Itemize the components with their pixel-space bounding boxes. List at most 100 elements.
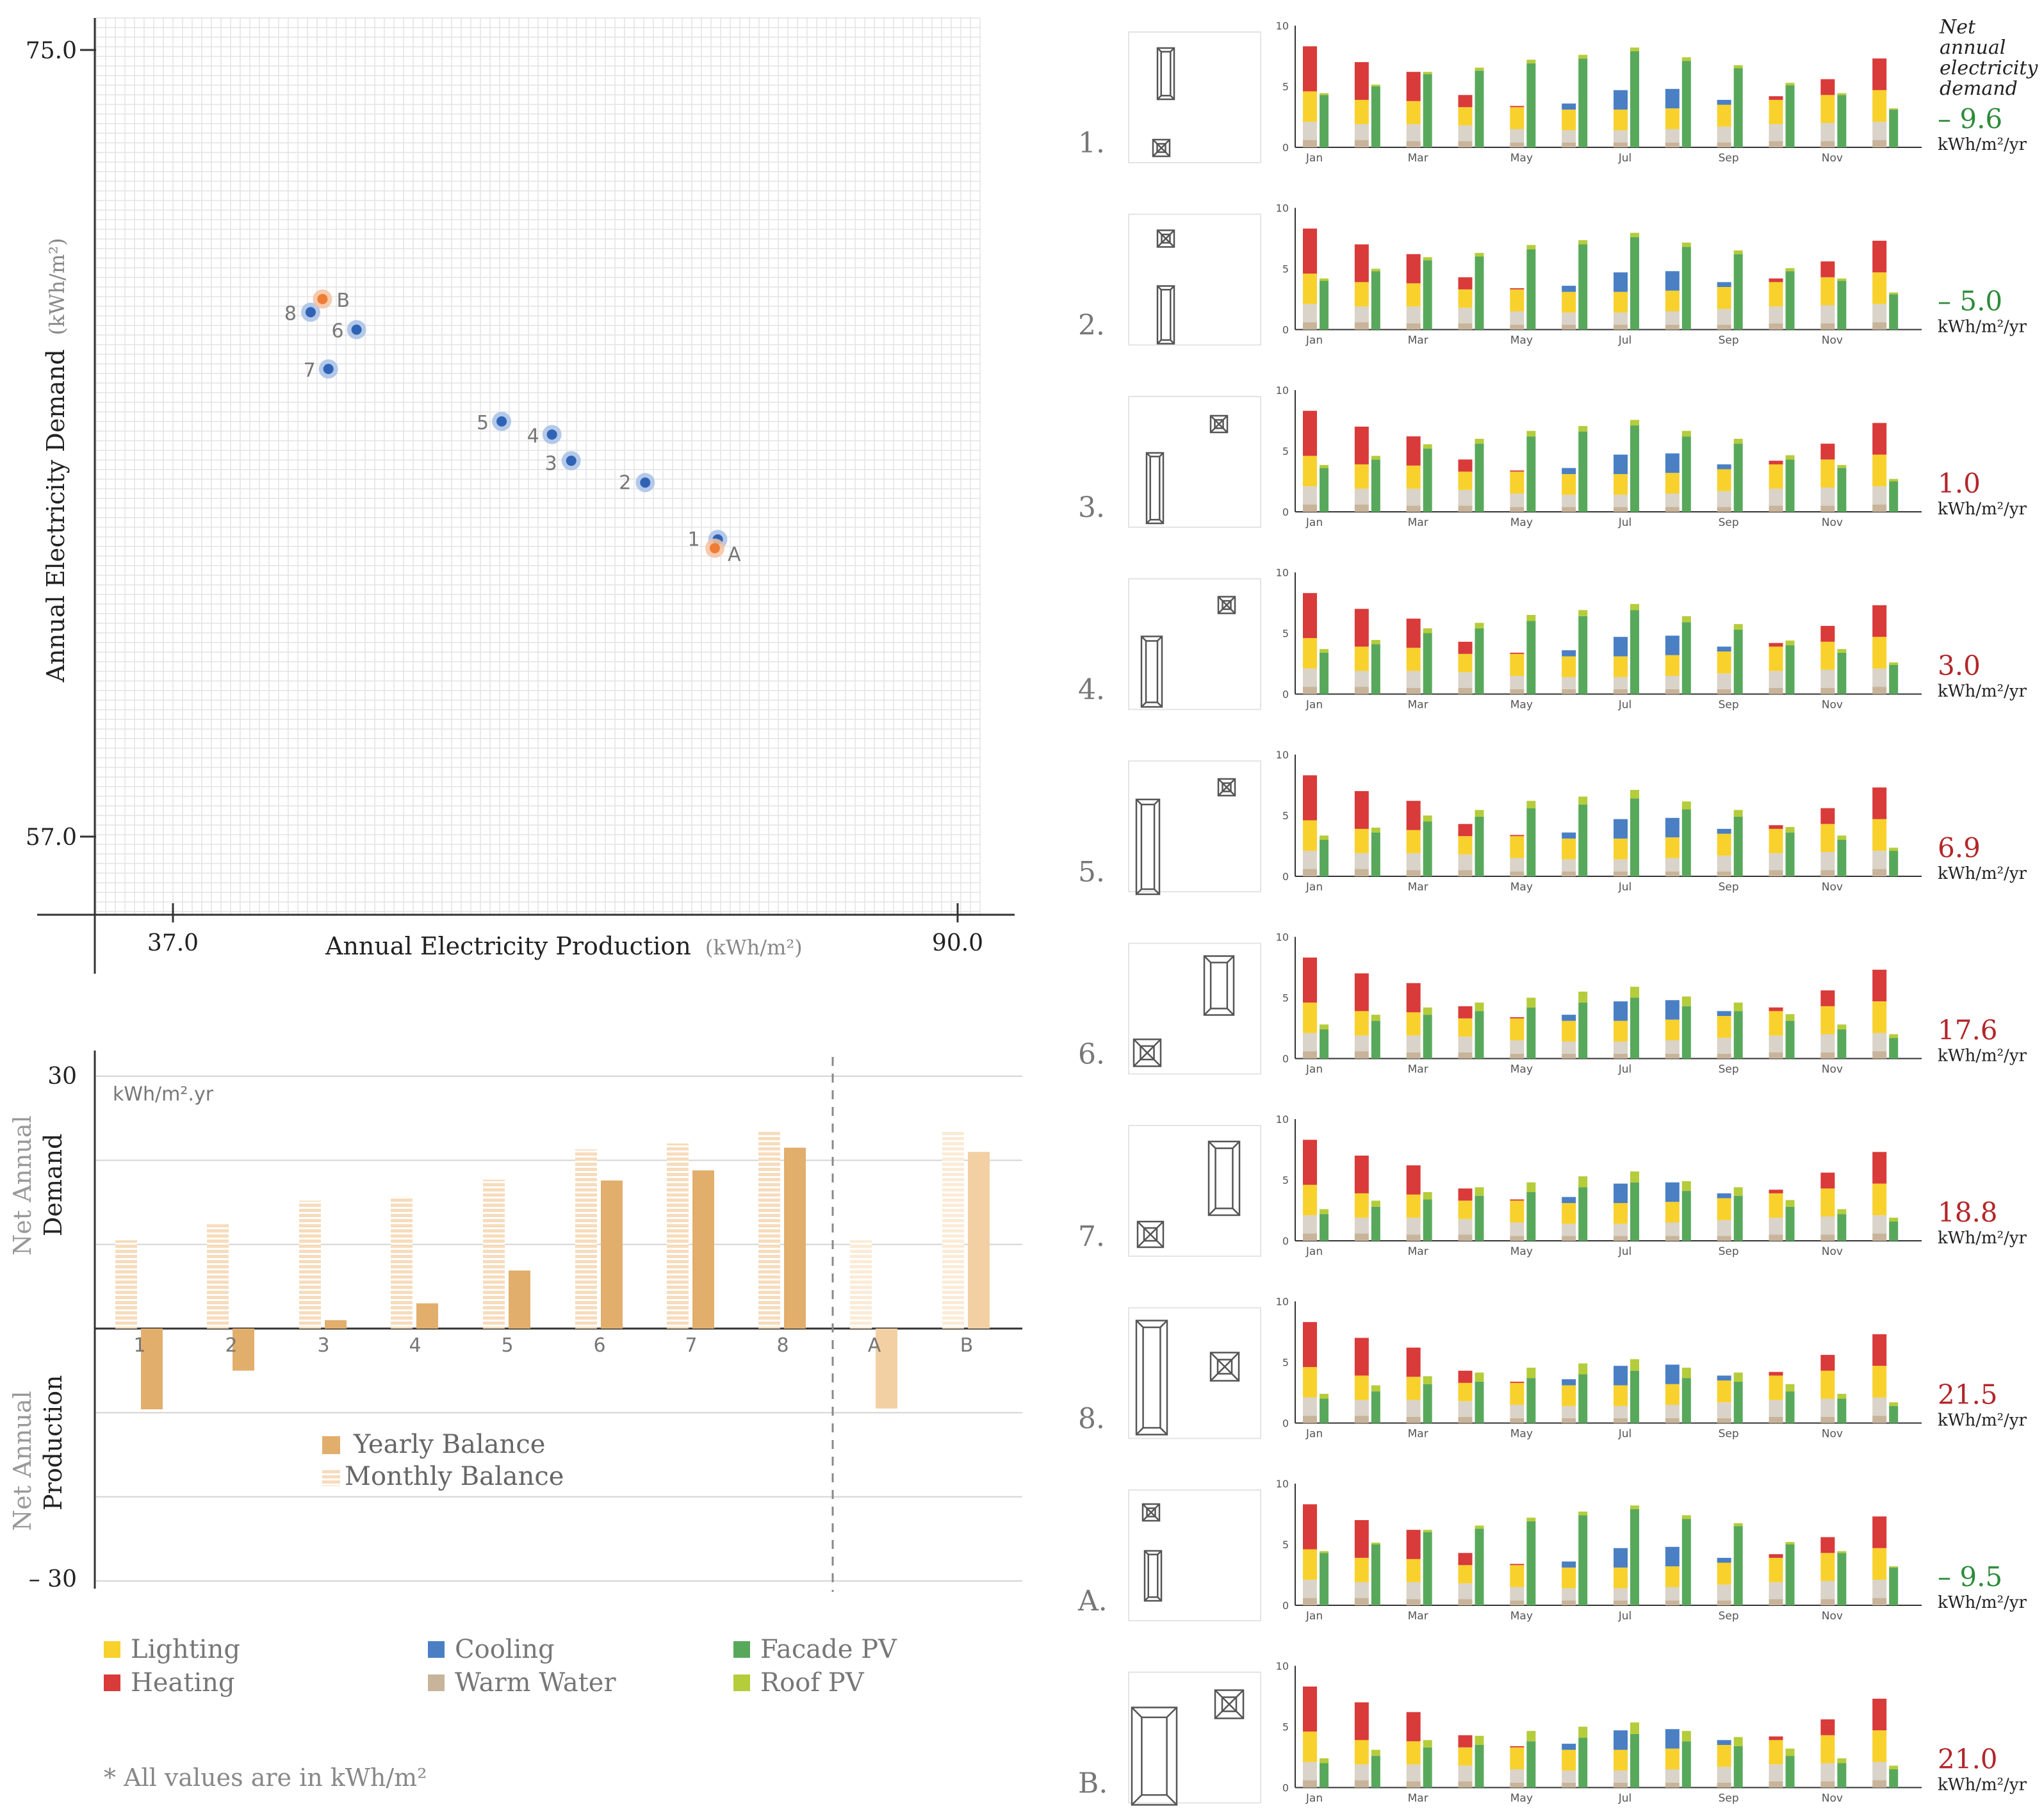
demand-segment-heating	[1769, 1554, 1783, 1558]
facade-pv-bar	[1526, 1007, 1536, 1059]
point-dot	[546, 429, 557, 440]
demand-segment-heating	[1769, 96, 1783, 100]
point-label: B	[336, 290, 350, 312]
demand-segment-lighting	[1614, 474, 1628, 495]
month-label: Sep	[1719, 1792, 1739, 1805]
roof-pv-bar	[1681, 242, 1691, 247]
facade-pv-bar	[1526, 63, 1536, 148]
demand-segment-lighting-base	[1406, 1764, 1421, 1781]
demand-segment-warm_water	[1458, 1234, 1473, 1241]
point-label: 5	[477, 412, 489, 434]
demand-segment-heating	[1820, 1719, 1835, 1735]
month-bars-Jul	[1614, 233, 1639, 330]
demand-segment-lighting-base	[1872, 304, 1887, 323]
month-bars-Jun	[1562, 426, 1588, 512]
roof-pv-bar	[1526, 615, 1536, 621]
row-y-tick: 5	[1282, 992, 1289, 1004]
demand-segment-warm_water	[1665, 142, 1680, 147]
roof-pv-bar	[1733, 1003, 1743, 1011]
demand-segment-warm_water	[1303, 869, 1317, 876]
roof-pv-bar	[1371, 1200, 1380, 1207]
facade-pv-bar	[1578, 431, 1588, 512]
demand-segment-lighting-base	[1872, 1033, 1887, 1052]
scatter-points: 1 2 34 5 67 8 A B	[284, 289, 741, 566]
roof-pv-bar	[1475, 1003, 1484, 1011]
roof-pv-bar	[1630, 603, 1639, 610]
facade-pv-bar	[1630, 997, 1639, 1059]
row-y-tick: 10	[1276, 384, 1289, 397]
demand-segment-lighting	[1303, 455, 1317, 487]
net-demand-value: 21.5	[1938, 1379, 1998, 1411]
roof-pv-bar	[1837, 1393, 1847, 1399]
roof-pv-bar	[1475, 810, 1484, 817]
demand-segment-lighting-base	[1820, 1763, 1835, 1781]
demand-segment-warm_water	[1769, 323, 1783, 330]
legend-item-cooling: Cooling	[428, 1635, 555, 1664]
roof-pv-bar	[1526, 60, 1536, 63]
month-bars-Jul	[1614, 986, 1639, 1059]
month-bars-Nov	[1820, 808, 1847, 876]
roof-pv-bar	[1681, 1731, 1691, 1742]
roof-pv-bar	[1578, 992, 1588, 1003]
demand-segment-lighting-base	[1614, 1041, 1628, 1054]
month-label: Jan	[1305, 1792, 1323, 1805]
demand-segment-lighting	[1406, 648, 1421, 671]
month-bars-Sep	[1717, 1372, 1743, 1423]
building-plan-sketch	[1131, 1689, 1245, 1806]
demand-segment-warm_water	[1665, 689, 1680, 694]
month-bars-Nov	[1820, 1719, 1847, 1788]
x-tick-label: 37.0	[147, 930, 199, 956]
facade-pv-bar	[1785, 1206, 1795, 1241]
month-bars-Jul	[1614, 603, 1639, 694]
demand-segment-heating	[1406, 1712, 1421, 1742]
demand-segment-lighting-base	[1614, 1224, 1628, 1236]
roof-pv-bar	[1733, 1187, 1743, 1196]
roof-pv-bar	[1681, 430, 1691, 437]
demand-segment-heating	[1510, 1564, 1525, 1566]
demand-segment-warm_water	[1303, 1780, 1317, 1788]
demand-segment-warm_water	[1510, 1053, 1525, 1059]
demand-segment-lighting-base	[1820, 305, 1835, 323]
facade-pv-bar	[1733, 1526, 1743, 1605]
roof-pv-bar	[1578, 1363, 1588, 1375]
month-bars-Feb	[1354, 1338, 1380, 1423]
scatter-x-axis-title: Annual Electricity Production (kWh/m²)	[325, 932, 803, 960]
demand-segment-lighting	[1717, 833, 1731, 856]
demand-segment-lighting-base	[1820, 852, 1835, 871]
month-label: Jul	[1618, 1063, 1632, 1076]
roof-pv-bar	[1423, 1007, 1432, 1015]
month-bars-Jul	[1614, 1722, 1639, 1788]
roof-pv-bar	[1837, 1758, 1847, 1764]
demand-segment-lighting	[1406, 465, 1421, 489]
roof-pv-bar	[1423, 257, 1432, 261]
demand-segment-warm_water	[1769, 688, 1783, 694]
demand-segment-lighting-base	[1872, 851, 1887, 869]
demand-segment-lighting-base	[1510, 311, 1525, 325]
scatter-point-4: 4	[527, 425, 562, 447]
demand-segment-lighting-base	[1665, 493, 1680, 507]
month-label: Sep	[1719, 699, 1739, 712]
roof-pv-bar	[1320, 1551, 1329, 1553]
month-bars-Nov	[1820, 261, 1847, 330]
demand-segment-heating	[1303, 1504, 1317, 1550]
demand-segment-cooling	[1562, 103, 1576, 110]
demand-segment-cooling	[1717, 1011, 1731, 1016]
demand-segment-warm_water	[1354, 140, 1369, 147]
demand-segment-cooling	[1614, 637, 1628, 657]
demand-segment-lighting-base	[1354, 1400, 1369, 1416]
facade-pv-bar	[1320, 281, 1329, 330]
month-bars-Mar	[1406, 436, 1432, 512]
facade-pv-bar	[1837, 1029, 1847, 1059]
facade-pv-bar	[1320, 840, 1329, 876]
demand-segment-heating	[1510, 1746, 1525, 1748]
demand-segment-warm_water	[1303, 1051, 1317, 1059]
demand-segment-lighting	[1510, 471, 1525, 494]
roof-pv-bar	[1320, 1758, 1329, 1764]
roof-pv-bar	[1889, 1765, 1899, 1769]
facade-pv-bar	[1630, 1370, 1639, 1423]
month-label: Jan	[1305, 334, 1323, 347]
month-bars-Nov	[1820, 79, 1847, 147]
building-plan-sketch	[1136, 1140, 1241, 1248]
building-plan-sketch	[1141, 1503, 1163, 1602]
roof-pv-bar	[1578, 54, 1588, 59]
